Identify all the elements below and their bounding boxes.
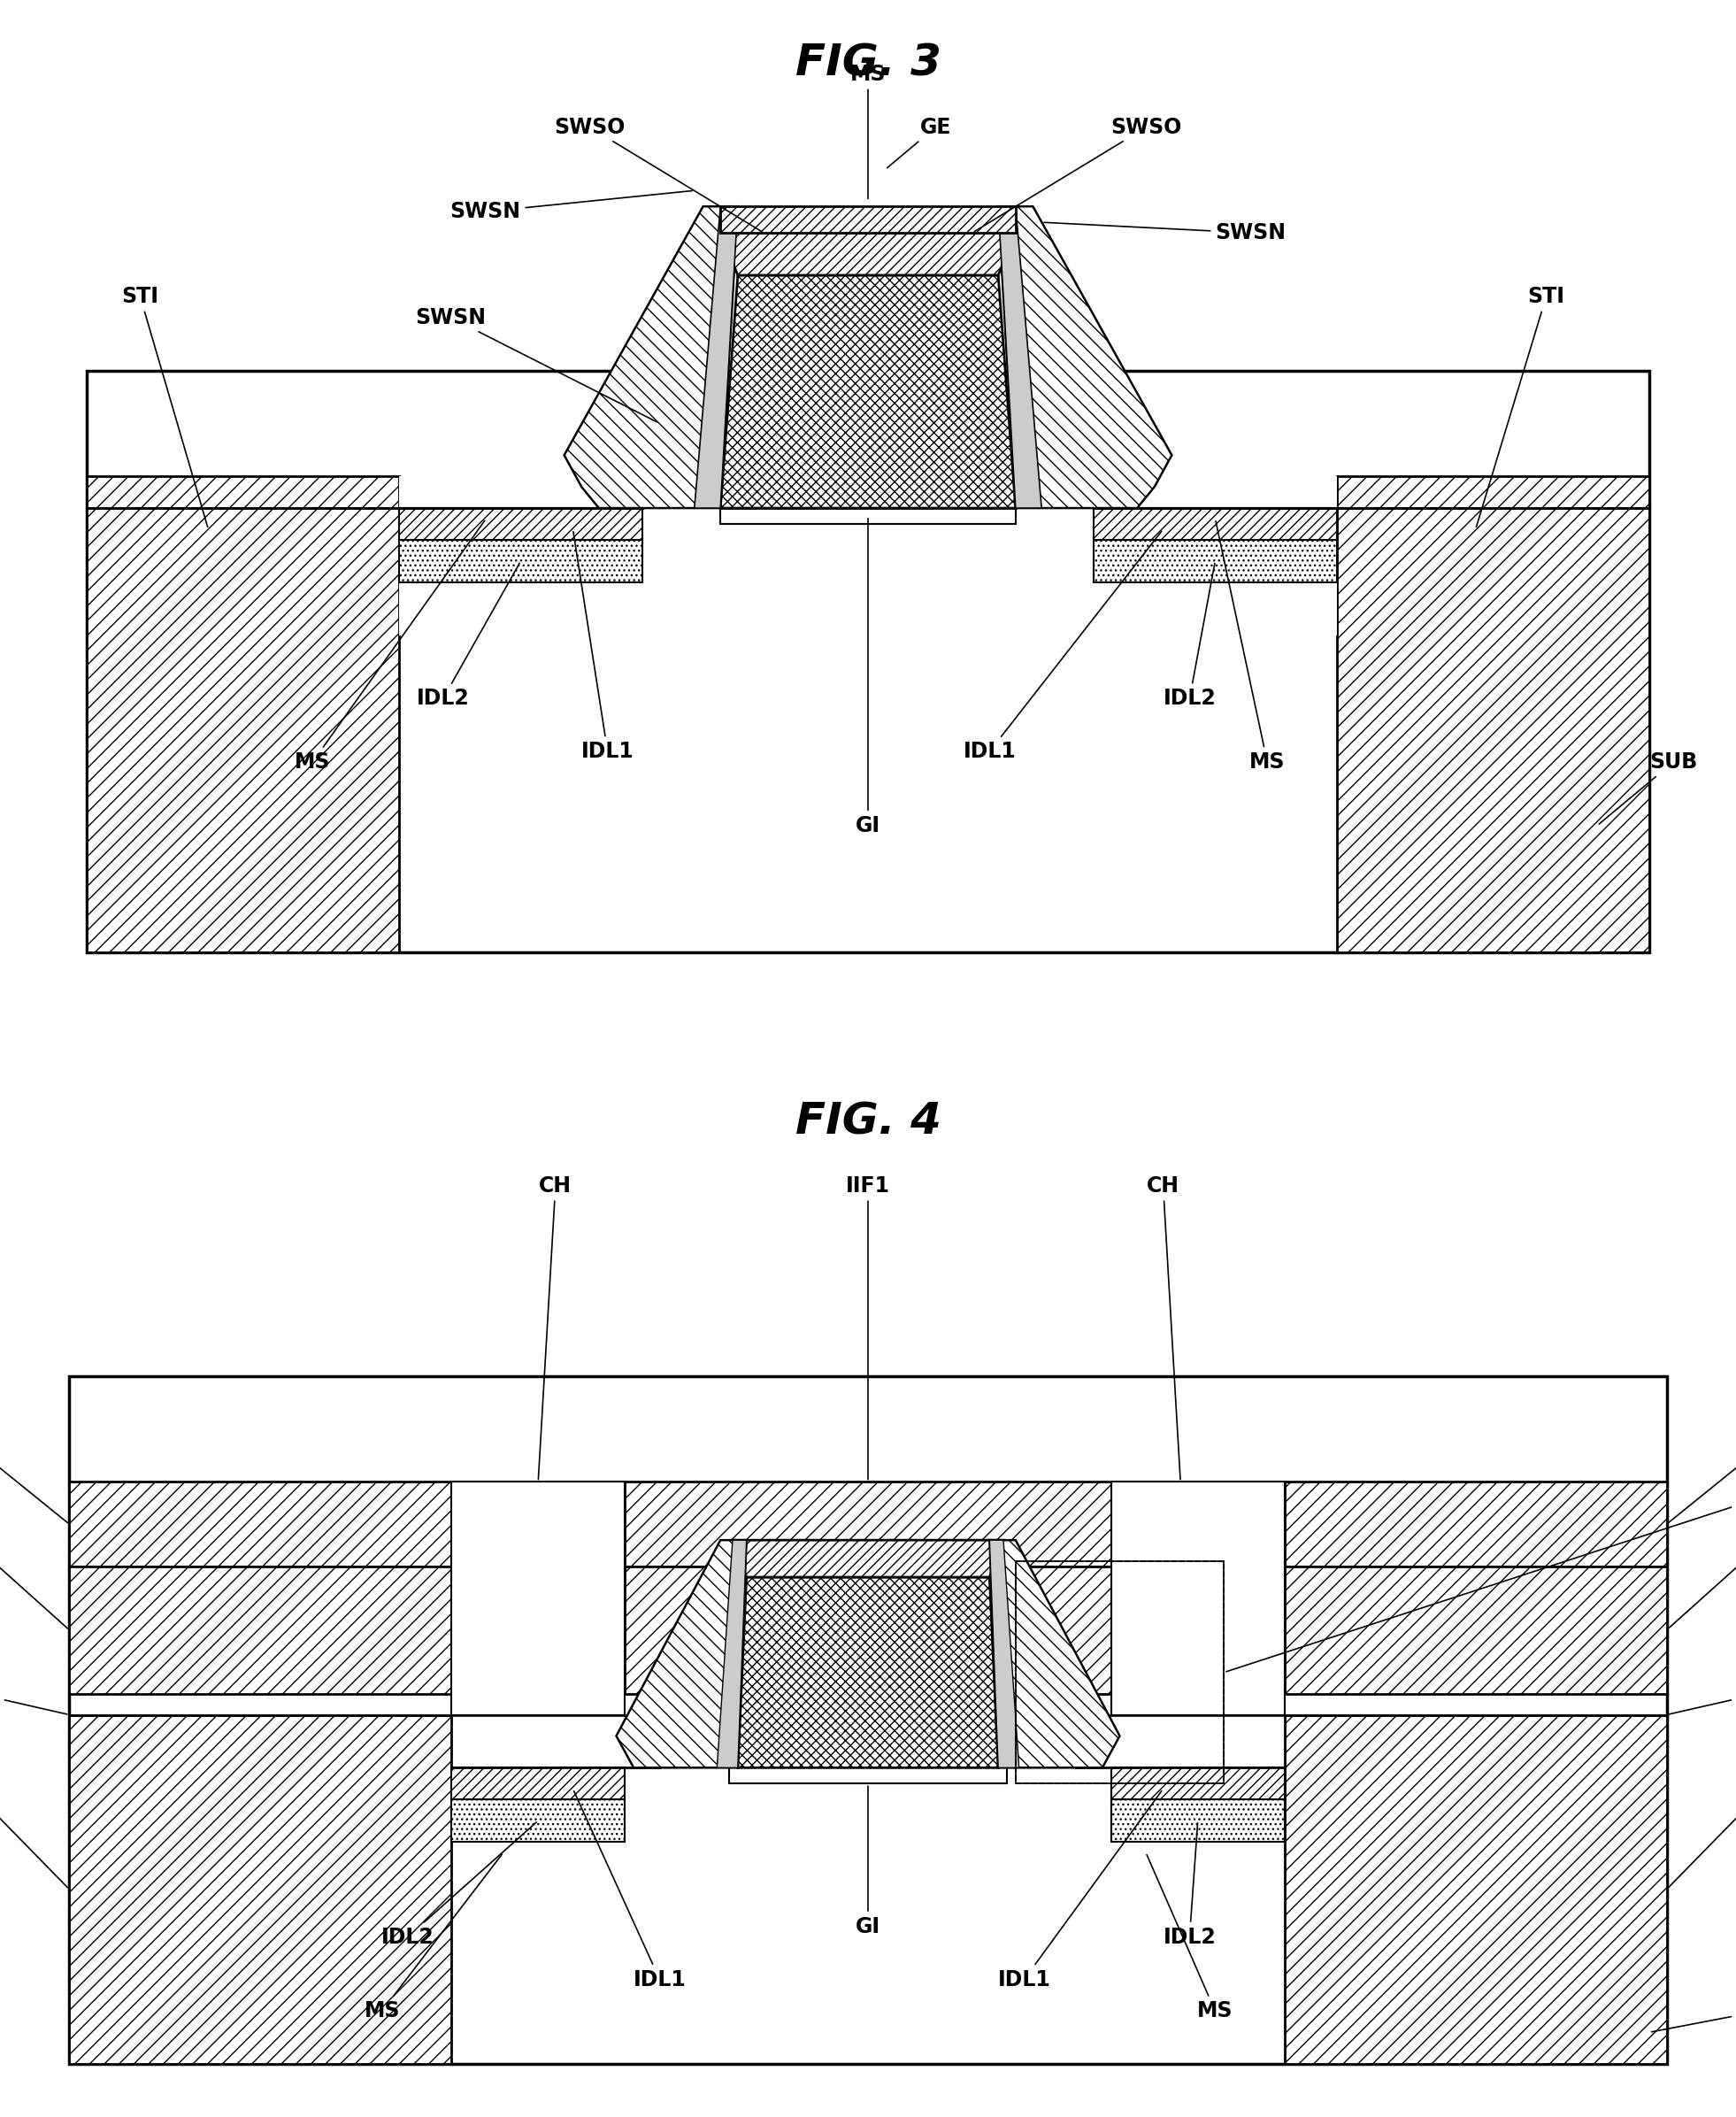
- Text: SNF: SNF: [1668, 1683, 1736, 1715]
- Text: MS: MS: [365, 1854, 502, 2022]
- Bar: [69, 1482, 451, 1567]
- Text: IDL2: IDL2: [382, 1823, 536, 1948]
- Polygon shape: [694, 205, 738, 508]
- Bar: [1016, 1562, 1224, 1783]
- Polygon shape: [717, 1541, 746, 1768]
- Bar: [1042, 476, 1337, 635]
- Bar: [729, 1768, 1007, 1783]
- Bar: [1337, 476, 1649, 953]
- Text: IDL1: IDL1: [573, 531, 634, 762]
- Text: FIG. 3: FIG. 3: [795, 42, 941, 85]
- Text: SWSN: SWSN: [415, 307, 658, 421]
- Polygon shape: [990, 1541, 1019, 1768]
- Text: CH: CH: [538, 1175, 571, 1480]
- Bar: [451, 1482, 625, 1715]
- Bar: [1285, 1567, 1667, 1694]
- Text: GI: GI: [856, 519, 880, 836]
- Text: IDL2: IDL2: [1163, 1823, 1215, 1948]
- Text: SWSN: SWSN: [450, 191, 693, 222]
- Text: IIF1: IIF1: [845, 1175, 891, 1480]
- Text: MRL: MRL: [1668, 1535, 1736, 1628]
- Text: MS: MS: [1147, 1854, 1233, 2022]
- Text: GE: GE: [887, 116, 951, 167]
- Text: MS: MS: [851, 64, 885, 199]
- Polygon shape: [720, 233, 1016, 275]
- Text: SNF: SNF: [0, 1683, 68, 1715]
- Text: SUB: SUB: [1599, 752, 1698, 824]
- Bar: [1094, 508, 1337, 540]
- Bar: [451, 1768, 625, 1799]
- Text: SWSO: SWSO: [554, 116, 762, 231]
- Text: IDL1: IDL1: [575, 1791, 686, 1990]
- Text: CH: CH: [1147, 1175, 1180, 1480]
- Bar: [69, 1376, 1667, 2064]
- Polygon shape: [616, 1541, 746, 1768]
- Polygon shape: [720, 275, 1016, 508]
- Polygon shape: [564, 205, 738, 508]
- Bar: [1111, 1799, 1285, 1842]
- Text: SWSN: SWSN: [1043, 222, 1286, 243]
- Bar: [69, 1715, 451, 2064]
- Bar: [1111, 1482, 1285, 1715]
- Text: FIG. 4: FIG. 4: [795, 1101, 941, 1143]
- Text: STI: STI: [122, 286, 208, 527]
- Polygon shape: [720, 205, 1016, 233]
- Polygon shape: [998, 205, 1172, 508]
- Bar: [1016, 1562, 1224, 1783]
- Bar: [69, 1567, 451, 1694]
- Bar: [1094, 540, 1337, 582]
- Text: IDL1: IDL1: [963, 531, 1161, 762]
- Text: IDL2: IDL2: [417, 563, 519, 709]
- Bar: [1111, 1768, 1285, 1799]
- Text: MRL: MRL: [0, 1535, 68, 1628]
- Polygon shape: [990, 1541, 1120, 1768]
- Text: IDL2: IDL2: [1163, 563, 1215, 709]
- Text: IIF1: IIF1: [0, 1440, 68, 1522]
- Bar: [87, 476, 399, 953]
- Bar: [1285, 1715, 1667, 2064]
- Text: SWSO: SWSO: [974, 116, 1182, 231]
- Bar: [451, 1799, 625, 1842]
- Text: SUB: SUB: [1651, 2001, 1736, 2032]
- Polygon shape: [733, 1541, 1003, 1577]
- Text: GI: GI: [856, 1787, 880, 1937]
- Text: V: V: [1226, 1492, 1736, 1672]
- Text: IDL1: IDL1: [998, 1791, 1161, 1990]
- Text: MS: MS: [295, 521, 484, 773]
- Text: STI: STI: [1476, 286, 1564, 527]
- Text: STI: STI: [1668, 1789, 1736, 1888]
- Bar: [399, 508, 642, 540]
- Bar: [87, 370, 1649, 953]
- Text: MS: MS: [1215, 521, 1285, 773]
- Bar: [625, 1482, 1111, 1567]
- Polygon shape: [998, 205, 1042, 508]
- Bar: [625, 1567, 1111, 1694]
- Bar: [720, 508, 1016, 525]
- Polygon shape: [738, 1577, 998, 1768]
- Text: IIF1: IIF1: [1668, 1440, 1736, 1522]
- Bar: [399, 540, 642, 582]
- Bar: [399, 476, 694, 635]
- Bar: [1285, 1482, 1667, 1567]
- Text: STI: STI: [0, 1789, 68, 1888]
